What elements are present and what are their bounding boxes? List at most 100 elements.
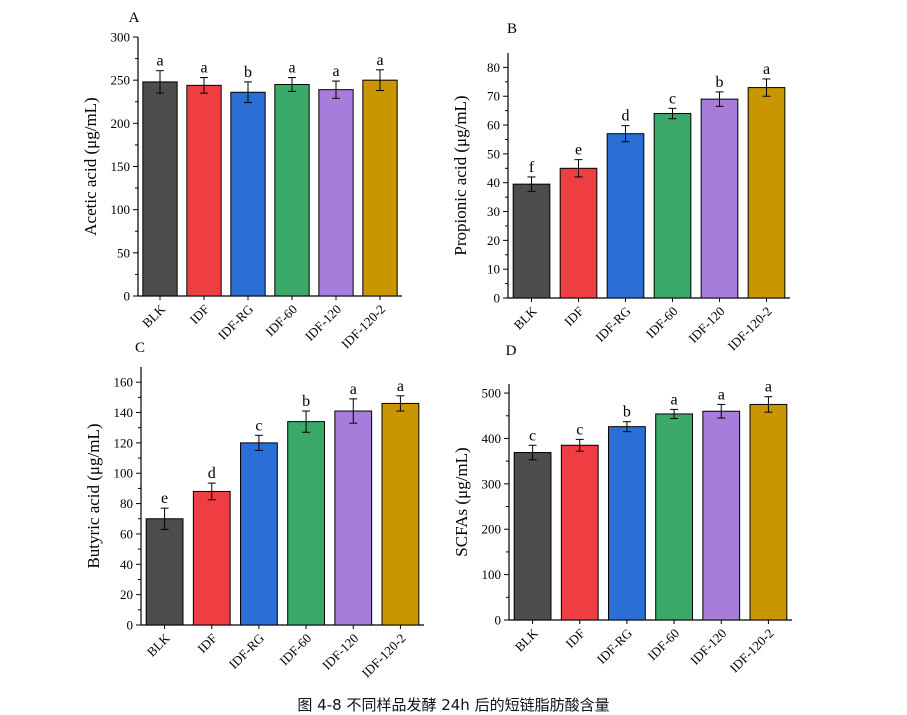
significance-letter: d	[208, 465, 216, 482]
x-tick-label: IDF-120	[687, 626, 729, 668]
x-tick-label: IDF-RG	[226, 631, 267, 672]
y-tick-label: 60	[120, 526, 133, 541]
y-tick-label: 100	[482, 567, 502, 582]
chart-panel-b: B 0 10 20 30 40 50 60 70 80 Propionic acid (μg/mL)…	[451, 21, 790, 353]
y-tick-label: 160	[114, 375, 134, 390]
y-axis-label: Butyric acid (μg/mL)	[84, 423, 103, 568]
bar-blk	[145, 518, 184, 626]
panel-label: B	[507, 21, 517, 37]
significance-letter: b	[244, 64, 252, 81]
significance-letter: e	[575, 142, 582, 159]
bar-idf-120	[318, 89, 354, 297]
chart-panel-d: D 0 100 200 300 400 500 SCFAs (μg/mL) c BLK c IDF b I…	[452, 343, 792, 675]
bar-idf	[559, 167, 598, 299]
x-tick-label: IDF-RG	[594, 626, 635, 667]
y-tick-label: 40	[487, 175, 500, 190]
y-tick-label: 100	[114, 466, 134, 481]
y-tick-label: 20	[120, 587, 133, 602]
y-tick-label: 300	[482, 476, 502, 491]
x-tick-label: IDF-120	[319, 631, 361, 673]
panel-label: A	[129, 10, 140, 26]
bar-idf-120-2	[381, 402, 420, 626]
significance-letter: b	[623, 404, 631, 421]
significance-letter: c	[669, 90, 676, 107]
bar-idf-120-2	[747, 87, 786, 299]
y-tick-label: 300	[111, 30, 131, 45]
significance-letter: a	[397, 378, 404, 395]
y-tick-label: 250	[111, 73, 131, 88]
significance-letter: a	[332, 63, 339, 80]
significance-letter: e	[161, 490, 168, 507]
bar-idf-120	[334, 410, 373, 626]
bar-blk	[513, 452, 552, 621]
x-tick-label: BLK	[511, 303, 540, 332]
y-tick-label: 0	[124, 289, 131, 304]
y-tick-label: 80	[487, 60, 500, 75]
significance-letter: b	[716, 74, 724, 91]
panel-label: C	[135, 340, 145, 356]
x-tick-label: IDF	[187, 302, 212, 327]
significance-letter: a	[288, 60, 295, 77]
significance-letter: c	[529, 427, 536, 444]
y-tick-label: 120	[114, 435, 134, 450]
y-tick-label: 0	[495, 613, 502, 628]
x-tick-label: IDF-120-2	[359, 631, 409, 681]
y-tick-label: 10	[487, 262, 500, 277]
y-tick-label: 50	[487, 146, 500, 161]
y-tick-label: 200	[111, 116, 131, 131]
y-tick-label: 60	[487, 118, 500, 133]
significance-letter: d	[622, 108, 630, 125]
x-tick-label: IDF-60	[277, 631, 315, 669]
x-tick-label: BLK	[512, 625, 541, 654]
bar-blk	[512, 183, 551, 299]
y-tick-label: 200	[482, 522, 502, 537]
x-tick-label: IDF-120-2	[338, 302, 388, 352]
y-tick-label: 0	[494, 291, 501, 306]
y-tick-label: 140	[114, 405, 134, 420]
significance-letter: a	[718, 386, 725, 403]
significance-letter: b	[302, 393, 310, 410]
bar-idf-120-2	[362, 79, 398, 297]
x-tick-label: BLK	[139, 301, 168, 330]
figure-caption: 图 4-8 不同样品发酵 24h 后的短链脂肪酸含量	[297, 696, 610, 714]
panel-label: D	[506, 343, 517, 359]
y-tick-label: 150	[111, 159, 131, 174]
bar-idf	[560, 444, 599, 621]
significance-letter: a	[671, 391, 678, 408]
bar-idf	[192, 490, 231, 626]
significance-letter: c	[576, 421, 583, 438]
bar-idf-60	[274, 83, 310, 297]
x-tick-label: IDF-60	[643, 304, 681, 342]
bar-idf-rg	[606, 133, 645, 299]
bar-idf-60	[653, 113, 692, 299]
x-tick-label: IDF	[194, 631, 219, 656]
chart-panel-c: C 0 20 40 60 80 100 120 140 160 Butyric acid (μg/m…	[84, 340, 424, 680]
significance-letter: f	[529, 159, 535, 176]
bar-idf-rg	[240, 442, 278, 626]
y-tick-label: 70	[487, 89, 500, 104]
significance-letter: a	[156, 53, 163, 70]
bar-blk	[142, 81, 178, 297]
significance-letter: a	[763, 61, 770, 78]
y-axis-label: SCFAs (μg/mL)	[452, 447, 471, 556]
x-tick-label: IDF-60	[645, 626, 683, 664]
bar-idf-60	[287, 421, 325, 626]
significance-letter: a	[765, 379, 772, 396]
y-tick-label: 0	[127, 618, 134, 633]
x-tick-label: IDF-60	[262, 302, 300, 340]
x-tick-label: IDF-RG	[215, 302, 256, 343]
bar-idf-120-2	[749, 403, 788, 621]
x-tick-label: IDF-120-2	[725, 304, 775, 354]
y-tick-label: 500	[482, 386, 502, 401]
significance-letter: a	[200, 60, 207, 77]
bar-idf-rg	[230, 91, 266, 297]
x-tick-label: IDF-120	[685, 304, 727, 346]
bar-idf-120	[700, 98, 739, 299]
x-tick-label: IDF-120-2	[727, 626, 777, 676]
x-tick-label: BLK	[144, 630, 173, 659]
y-tick-label: 30	[487, 204, 500, 219]
y-axis-label: Propionic acid (μg/mL)	[451, 95, 470, 255]
chart-panel-a: A 0 50 100 150 200 250 300 Acetic acid (μg/mL) a B…	[81, 10, 402, 351]
y-tick-label: 50	[117, 245, 130, 260]
